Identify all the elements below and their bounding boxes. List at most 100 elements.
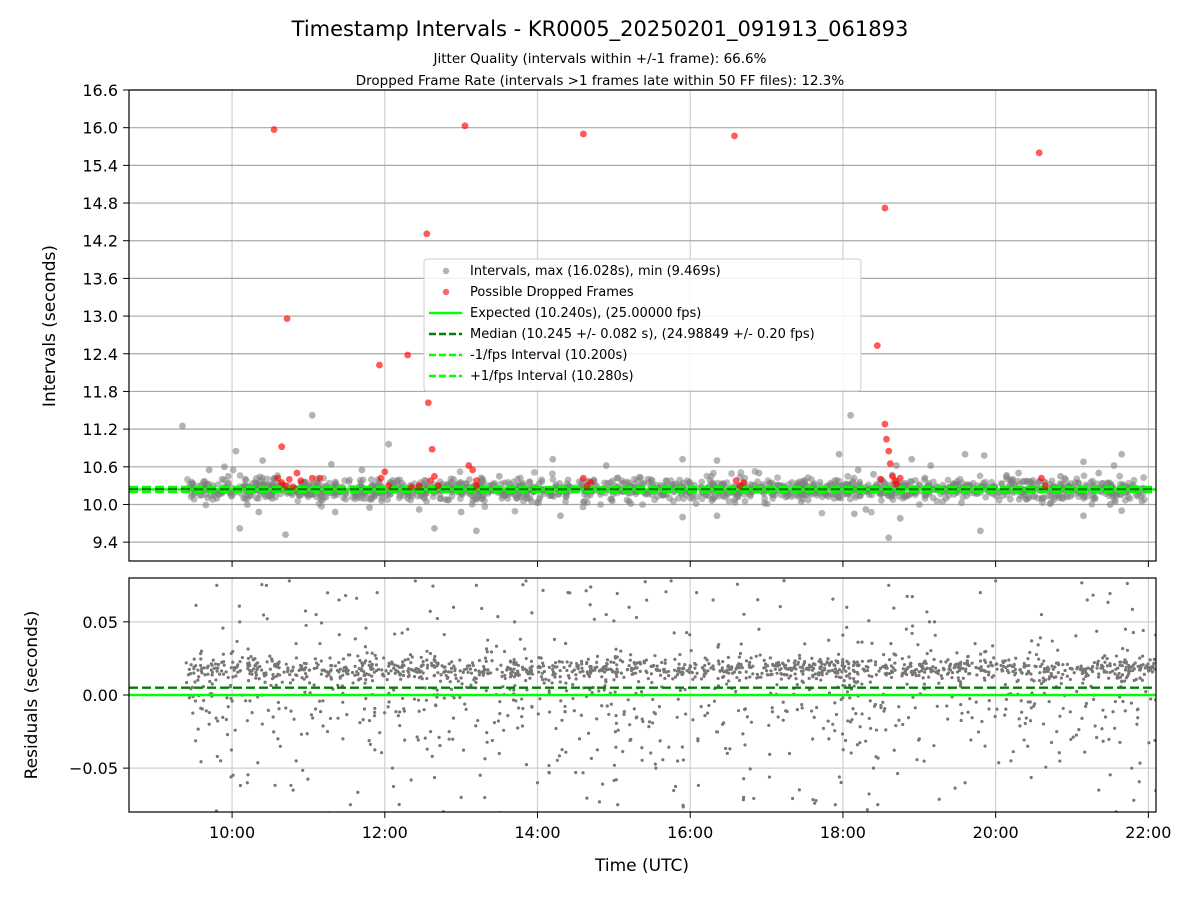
residual-point (755, 672, 759, 676)
interval-point (422, 489, 430, 496)
residual-point (225, 696, 229, 700)
residual-point (786, 659, 791, 663)
residual-point (558, 675, 562, 679)
residual-point (691, 718, 695, 722)
residual-point (372, 670, 376, 674)
residual-point (1095, 735, 1099, 740)
residual-point (597, 800, 602, 804)
residual-point (1028, 700, 1032, 704)
residual-point (249, 655, 253, 659)
residual-point (408, 653, 413, 657)
residual-point (373, 710, 377, 714)
residual-point (1120, 680, 1124, 684)
residual-point (353, 664, 357, 669)
residual-point (276, 672, 280, 676)
residual-point (975, 673, 979, 677)
residual-point (547, 689, 551, 693)
residual-point (417, 667, 421, 672)
residual-point (196, 668, 200, 672)
residual-point (751, 672, 755, 676)
residual-point (672, 788, 676, 793)
legend-marker (442, 288, 450, 296)
intervals-panel: 9.410.010.611.211.812.413.013.614.214.81… (82, 81, 1157, 567)
residual-point (364, 626, 368, 630)
residual-point (277, 707, 281, 711)
residual-point (401, 660, 405, 664)
residual-point (982, 668, 986, 673)
residual-point (247, 664, 251, 668)
residual-point (636, 680, 641, 684)
residual-point (769, 669, 773, 673)
residual-point (792, 665, 796, 669)
interval-point (888, 492, 896, 500)
residual-point (603, 670, 607, 674)
residual-point (453, 667, 457, 671)
residual-point (858, 741, 862, 745)
interval-point (221, 463, 228, 471)
residual-point (1020, 710, 1024, 714)
residual-point (889, 642, 893, 646)
residual-point (616, 728, 620, 732)
residual-point (881, 700, 885, 704)
residual-point (1045, 667, 1049, 671)
dropped-frame-point (423, 230, 431, 238)
interval-point (366, 504, 373, 512)
residual-point (1003, 683, 1007, 687)
residual-point (1010, 664, 1015, 669)
residual-point (567, 676, 571, 680)
residual-point (652, 710, 656, 715)
residual-point (1030, 639, 1034, 643)
residual-point (725, 682, 729, 686)
interval-point (367, 476, 375, 483)
residual-point (1120, 664, 1124, 668)
residual-point (298, 663, 303, 668)
residual-point (695, 671, 699, 675)
dropped-frame-point (896, 474, 904, 482)
interval-point (713, 457, 721, 464)
residual-point (957, 668, 962, 673)
residual-point (800, 706, 804, 710)
residual-point (931, 665, 935, 669)
residual-point (889, 675, 894, 680)
interval-point (714, 479, 722, 487)
residual-point (194, 739, 198, 743)
residual-point (792, 661, 796, 665)
interval-point (236, 472, 244, 479)
residual-point (722, 721, 726, 725)
residual-point (847, 666, 851, 670)
residual-point (486, 668, 490, 672)
residual-point (680, 667, 685, 671)
residual-point (933, 633, 937, 637)
residual-point (251, 657, 255, 661)
residual-point (639, 821, 642, 824)
residual-point (319, 621, 324, 625)
residual-point (537, 670, 541, 674)
interval-point (944, 476, 952, 484)
interval-point (263, 475, 271, 483)
residual-point (892, 606, 896, 610)
residual-point (867, 619, 871, 623)
residual-point (193, 680, 197, 684)
residual-point (974, 665, 978, 670)
residual-point (1007, 671, 1011, 675)
residual-point (770, 672, 774, 676)
residual-point (554, 726, 558, 731)
residual-point (425, 658, 429, 662)
interval-point (835, 450, 843, 458)
residual-point (797, 653, 802, 657)
chart-subtitle-line-1: Jitter Quality (intervals within +/-1 fr… (433, 51, 767, 67)
residual-point (639, 690, 644, 694)
residual-point (997, 761, 1001, 765)
residual-point (860, 659, 865, 663)
residual-point (288, 673, 292, 677)
residual-point (372, 714, 377, 718)
interval-point (933, 497, 941, 505)
interval-point (1023, 495, 1030, 503)
residual-point (739, 662, 743, 667)
interval-point (1048, 477, 1056, 485)
interval-point (976, 472, 984, 480)
residual-point (829, 660, 834, 664)
residual-point (917, 673, 921, 678)
interval-point (731, 498, 739, 506)
residual-point (396, 669, 400, 673)
